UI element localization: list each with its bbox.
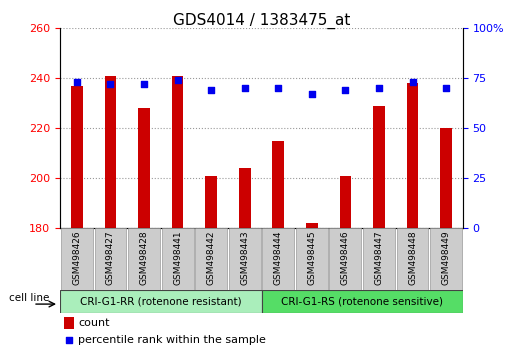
Point [408, 80, 417, 85]
Bar [128, 228, 160, 290]
Text: GSM498449: GSM498449 [441, 230, 451, 285]
Bar [105, 76, 116, 228]
Bar [262, 290, 463, 313]
Text: GSM498448: GSM498448 [408, 230, 417, 285]
Point [274, 85, 282, 91]
Text: cell line: cell line [9, 293, 49, 303]
Text: GDS4014 / 1383475_at: GDS4014 / 1383475_at [173, 12, 350, 29]
Text: GSM498426: GSM498426 [72, 230, 82, 285]
Bar [71, 86, 83, 228]
Bar [64, 316, 74, 330]
Text: CRI-G1-RS (rotenone sensitive): CRI-G1-RS (rotenone sensitive) [281, 297, 443, 307]
Bar [172, 76, 184, 228]
Text: GSM498443: GSM498443 [240, 230, 249, 285]
Text: GSM498427: GSM498427 [106, 230, 115, 285]
Point [174, 78, 182, 83]
Bar [239, 169, 251, 228]
Bar [138, 108, 150, 228]
Text: GSM498428: GSM498428 [140, 230, 149, 285]
Bar [162, 228, 194, 290]
Bar [373, 106, 385, 228]
Point [341, 87, 349, 93]
Bar [363, 228, 395, 290]
Bar [407, 83, 418, 228]
Text: count: count [78, 318, 110, 328]
Bar [329, 228, 361, 290]
Text: GSM498446: GSM498446 [341, 230, 350, 285]
Point [442, 85, 450, 91]
Bar [206, 176, 217, 228]
Text: GSM498442: GSM498442 [207, 230, 215, 285]
Bar [95, 228, 127, 290]
Point [207, 87, 215, 93]
Text: percentile rank within the sample: percentile rank within the sample [78, 335, 266, 345]
Bar [440, 129, 452, 228]
Bar [229, 228, 260, 290]
Bar [306, 223, 317, 228]
Text: GSM498447: GSM498447 [374, 230, 383, 285]
Point [106, 81, 115, 87]
Text: CRI-G1-RR (rotenone resistant): CRI-G1-RR (rotenone resistant) [80, 297, 242, 307]
Point [308, 91, 316, 97]
Bar [296, 228, 328, 290]
Bar [339, 176, 351, 228]
Bar [272, 141, 284, 228]
Point [73, 80, 81, 85]
Bar [396, 228, 428, 290]
Point [375, 85, 383, 91]
Bar [60, 290, 262, 313]
Text: GSM498445: GSM498445 [308, 230, 316, 285]
Bar [195, 228, 227, 290]
Bar [263, 228, 294, 290]
Point [65, 337, 73, 343]
Bar [430, 228, 462, 290]
Text: GSM498444: GSM498444 [274, 230, 283, 285]
Point [140, 81, 148, 87]
Bar [61, 228, 93, 290]
Text: GSM498441: GSM498441 [173, 230, 182, 285]
Point [241, 85, 249, 91]
